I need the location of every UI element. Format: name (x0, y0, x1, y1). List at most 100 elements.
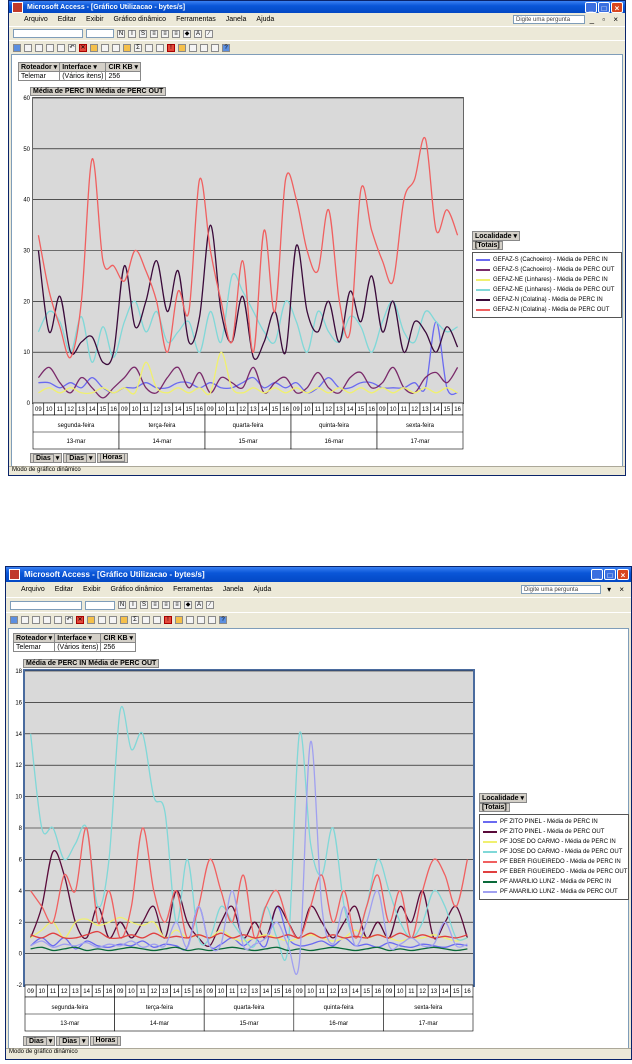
align-right-icon[interactable]: ≡ (172, 29, 180, 38)
ask-question-input[interactable]: Digite uma pergunta (513, 15, 585, 24)
sum-icon[interactable]: Σ (134, 43, 142, 52)
maximize-icon[interactable]: □ (604, 569, 616, 580)
italic-icon[interactable]: I (128, 29, 136, 38)
save-icon[interactable] (21, 616, 29, 624)
sort-desc-icon[interactable] (112, 43, 120, 52)
menu-grafico[interactable]: Gráfico dinâmico (110, 586, 164, 593)
expand-icon[interactable] (145, 43, 153, 52)
align-center-icon[interactable]: ≡ (162, 601, 170, 609)
align-left-icon[interactable]: ≡ (150, 29, 158, 38)
legend-field-localidade[interactable]: Localidade ▾ (472, 231, 521, 241)
chart-type-icon[interactable] (175, 616, 183, 624)
minimize-icon[interactable]: _ (591, 569, 603, 580)
title-bar[interactable]: Microsoft Access - [Gráfico Utilizacao -… (6, 567, 631, 582)
menu-ferramentas[interactable]: Ferramentas (173, 586, 213, 593)
menu-exibir[interactable]: Exibir (83, 586, 101, 593)
menu-janela[interactable]: Janela (222, 586, 244, 593)
print-icon[interactable] (46, 43, 54, 52)
print-preview-icon[interactable] (54, 616, 62, 624)
x-tick-label: 16 (454, 407, 461, 413)
autofilter-icon[interactable] (123, 43, 131, 52)
properties-icon[interactable] (200, 43, 208, 52)
ask-question-input[interactable]: Digite uma pergunta (521, 585, 601, 594)
maximize-icon[interactable]: □ (598, 2, 610, 13)
title-bar[interactable]: Microsoft Access - [Gráfico Utilizacao -… (9, 1, 625, 13)
chart-type-icon[interactable] (178, 43, 186, 52)
delete-icon[interactable]: ✕ (79, 43, 87, 52)
field-list-icon[interactable] (87, 616, 95, 624)
help-icon[interactable]: ? (222, 43, 230, 52)
expand-icon[interactable] (142, 616, 150, 624)
search-icon[interactable] (35, 43, 43, 52)
object-combo[interactable] (10, 600, 82, 610)
font-combo[interactable] (86, 29, 114, 38)
print-preview-icon[interactable] (57, 43, 65, 52)
child-window-controls[interactable]: ▾ × (607, 585, 627, 594)
fill-color-icon[interactable]: ◆ (184, 601, 192, 609)
undo-icon[interactable]: ↶ (65, 616, 73, 624)
field-dias[interactable]: Dias ▾ (23, 1036, 56, 1046)
field-horas[interactable]: Horas (96, 453, 129, 463)
data-fields[interactable]: Média de PERC IN Média de PERC OUT (23, 659, 160, 668)
menu-janela[interactable]: Janela (225, 16, 247, 23)
menu-editar[interactable]: Editar (57, 16, 77, 23)
minimize-icon[interactable]: _ (585, 2, 597, 13)
menu-grafico[interactable]: Gráfico dinâmico (113, 16, 167, 23)
child-window-controls[interactable]: _ ▫ × (589, 15, 621, 24)
legend-icon[interactable] (186, 616, 194, 624)
underline-icon[interactable]: S (140, 601, 148, 609)
view-icon[interactable] (10, 616, 18, 624)
filter-area: Roteador ▾ Interface ▾ CIR KB ▾ Telemar … (12, 633, 137, 652)
menu-editar[interactable]: Editar (54, 586, 74, 593)
underline-icon[interactable]: S (139, 29, 147, 38)
data-fields[interactable]: Média de PERC IN Média de PERC OUT (30, 87, 167, 96)
menu-ferramentas[interactable]: Ferramentas (176, 16, 216, 23)
sort-asc-icon[interactable] (98, 616, 106, 624)
alert-icon[interactable]: ! (164, 616, 172, 624)
sort-desc-icon[interactable] (109, 616, 117, 624)
menu-arquivo[interactable]: Arquivo (21, 586, 45, 593)
help-icon[interactable]: ? (219, 616, 227, 624)
save-icon[interactable] (24, 43, 32, 52)
delete-icon[interactable]: ✕ (76, 616, 84, 624)
menu-exibir[interactable]: Exibir (86, 16, 104, 23)
legend-icon[interactable] (189, 43, 197, 52)
menu-arquivo[interactable]: Arquivo (24, 16, 48, 23)
menu-ajuda[interactable]: Ajuda (253, 586, 272, 593)
sort-asc-icon[interactable] (101, 43, 109, 52)
close-icon[interactable]: × (617, 569, 629, 580)
autofilter-icon[interactable] (120, 616, 128, 624)
font-color-icon[interactable]: A (195, 601, 203, 609)
bold-icon[interactable]: N (117, 29, 125, 38)
italic-icon[interactable]: I (129, 601, 137, 609)
database-window-icon[interactable] (211, 43, 219, 52)
align-left-icon[interactable]: ≡ (151, 601, 159, 609)
field-dias[interactable]: Dias ▾ (30, 453, 63, 463)
font-combo[interactable] (85, 600, 115, 610)
close-icon[interactable]: × (611, 2, 623, 13)
print-icon[interactable] (43, 616, 51, 624)
sum-icon[interactable]: Σ (131, 616, 139, 624)
database-window-icon[interactable] (208, 616, 216, 624)
alert-icon[interactable]: ! (167, 43, 175, 52)
view-icon[interactable] (13, 43, 21, 52)
line-color-icon[interactable]: ∕ (205, 29, 213, 38)
align-center-icon[interactable]: ≡ (161, 29, 169, 38)
collapse-icon[interactable] (156, 43, 164, 52)
field-dias-2[interactable]: Dias ▾ (56, 1036, 89, 1046)
collapse-icon[interactable] (153, 616, 161, 624)
object-combo[interactable] (13, 29, 83, 38)
font-color-icon[interactable]: A (194, 29, 202, 38)
legend-field-localidade[interactable]: Localidade ▾ (479, 793, 528, 803)
field-dias-2[interactable]: Dias ▾ (63, 453, 96, 463)
align-right-icon[interactable]: ≡ (173, 601, 181, 609)
field-list-icon[interactable] (90, 43, 98, 52)
undo-icon[interactable]: ↶ (68, 43, 76, 52)
field-horas[interactable]: Horas (89, 1036, 122, 1046)
properties-icon[interactable] (197, 616, 205, 624)
bold-icon[interactable]: N (118, 601, 126, 609)
search-icon[interactable] (32, 616, 40, 624)
fill-color-icon[interactable]: ◆ (183, 29, 191, 38)
line-color-icon[interactable]: ∕ (206, 601, 214, 609)
menu-ajuda[interactable]: Ajuda (256, 16, 275, 23)
